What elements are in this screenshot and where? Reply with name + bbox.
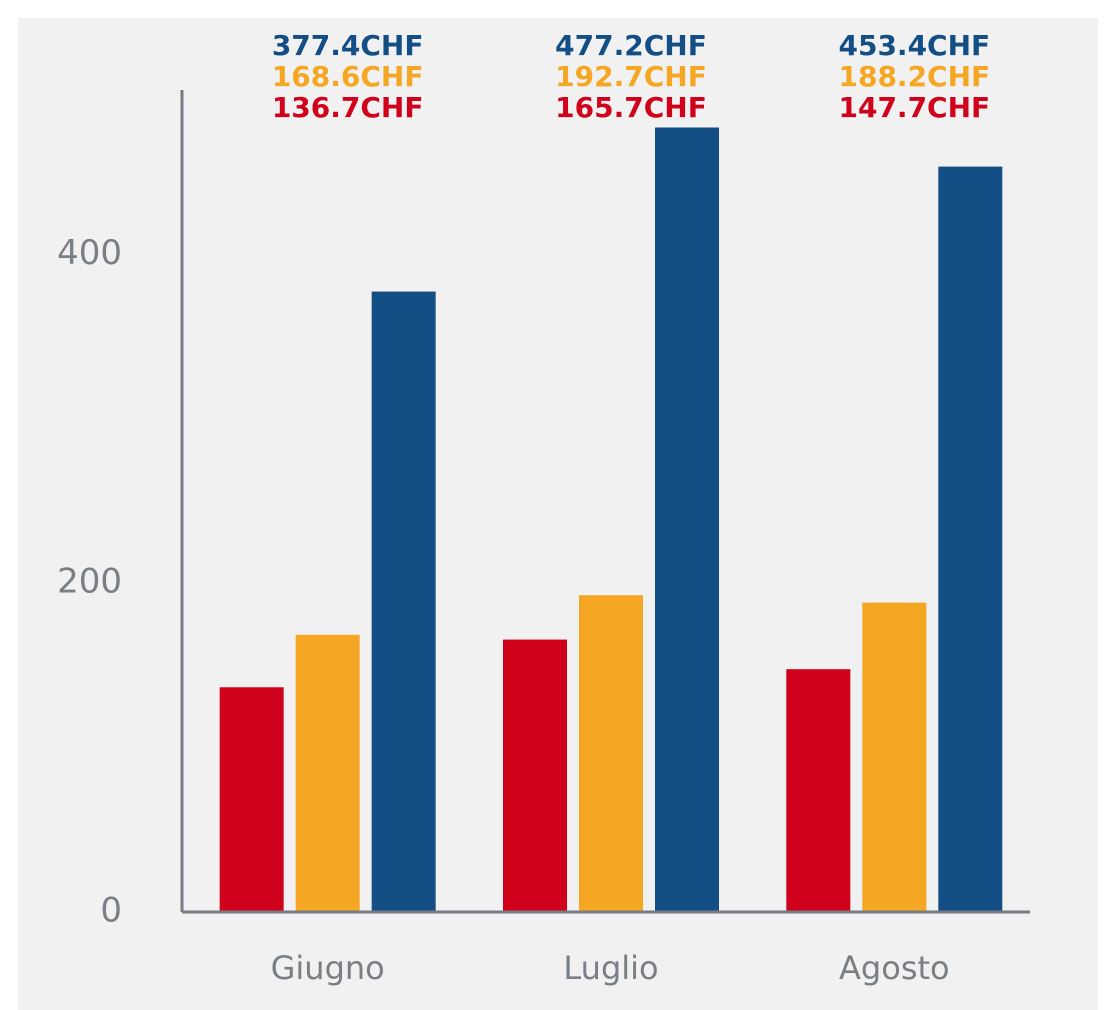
bar: [655, 127, 719, 912]
x-tick-label: Agosto: [839, 949, 950, 987]
bar: [938, 166, 1003, 912]
data-label: 477.2CHF: [555, 29, 707, 62]
data-label: 165.7CHF: [555, 91, 707, 124]
x-tick-label: Giugno: [271, 949, 385, 987]
x-tick-label: Luglio: [563, 949, 658, 987]
data-label: 147.7CHF: [838, 91, 990, 124]
data-label: 188.2CHF: [838, 60, 990, 93]
data-label: 377.4CHF: [272, 29, 424, 62]
data-label: 168.6CHF: [272, 60, 424, 93]
y-tick-label: 200: [57, 562, 122, 602]
y-tick-label: 0: [100, 891, 122, 931]
bar: [862, 602, 927, 912]
bar: [371, 291, 436, 912]
bar: [579, 595, 643, 912]
bar: [295, 634, 360, 912]
bar: [503, 639, 567, 912]
data-label: 192.7CHF: [555, 60, 707, 93]
data-label: 453.4CHF: [838, 29, 990, 62]
bar: [219, 687, 284, 912]
bar: [786, 669, 851, 912]
y-tick-label: 400: [57, 233, 122, 273]
data-label: 136.7CHF: [272, 91, 424, 124]
